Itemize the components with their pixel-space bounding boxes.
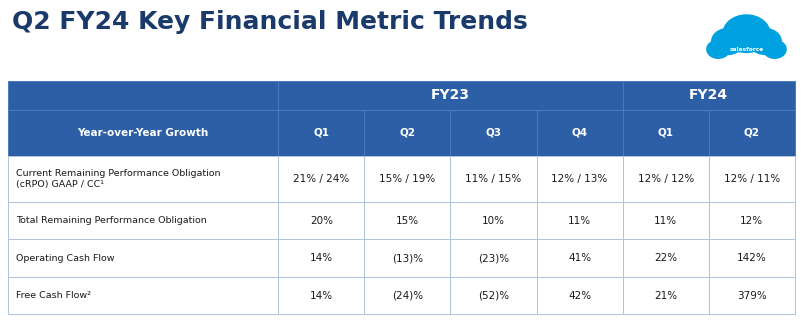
Text: Total Remaining Performance Obligation: Total Remaining Performance Obligation <box>16 216 207 225</box>
Text: Year-over-Year Growth: Year-over-Year Growth <box>77 128 209 138</box>
Text: 11%: 11% <box>568 216 592 226</box>
Text: Operating Cash Flow: Operating Cash Flow <box>16 254 115 263</box>
Text: Q4: Q4 <box>571 128 587 138</box>
Text: 22%: 22% <box>654 253 677 263</box>
Text: FY24: FY24 <box>689 88 729 102</box>
Text: 14%: 14% <box>310 253 332 263</box>
Text: Q2: Q2 <box>744 128 760 138</box>
Text: 20%: 20% <box>310 216 332 226</box>
Text: 21% / 24%: 21% / 24% <box>293 174 349 184</box>
Text: 10%: 10% <box>482 216 505 226</box>
Text: Q3: Q3 <box>486 128 501 138</box>
Text: 11%: 11% <box>654 216 677 226</box>
Text: 41%: 41% <box>568 253 592 263</box>
Text: 15% / 19%: 15% / 19% <box>379 174 436 184</box>
Text: 14%: 14% <box>310 291 332 301</box>
Text: 142%: 142% <box>737 253 767 263</box>
Text: 12% / 12%: 12% / 12% <box>638 174 694 184</box>
Text: 12% / 11%: 12% / 11% <box>724 174 780 184</box>
Text: 15%: 15% <box>395 216 419 226</box>
Text: Current Remaining Performance Obligation
(cRPO) GAAP / CC¹: Current Remaining Performance Obligation… <box>16 169 220 189</box>
Text: salesforce: salesforce <box>730 47 763 52</box>
Text: Q1: Q1 <box>313 128 329 138</box>
Text: 12% / 13%: 12% / 13% <box>551 174 608 184</box>
Text: 42%: 42% <box>568 291 592 301</box>
Text: 379%: 379% <box>737 291 767 301</box>
Text: Q1: Q1 <box>658 128 674 138</box>
Text: (52)%: (52)% <box>478 291 509 301</box>
Text: Q2 FY24 Key Financial Metric Trends: Q2 FY24 Key Financial Metric Trends <box>12 10 528 34</box>
Text: Free Cash Flow²: Free Cash Flow² <box>16 291 91 300</box>
Text: (24)%: (24)% <box>392 291 423 301</box>
Text: (13)%: (13)% <box>392 253 423 263</box>
Text: 12%: 12% <box>740 216 763 226</box>
Text: FY23: FY23 <box>431 88 470 102</box>
Text: 11% / 15%: 11% / 15% <box>466 174 521 184</box>
Text: Q2: Q2 <box>399 128 416 138</box>
Text: 21%: 21% <box>654 291 677 301</box>
Text: (23)%: (23)% <box>478 253 509 263</box>
